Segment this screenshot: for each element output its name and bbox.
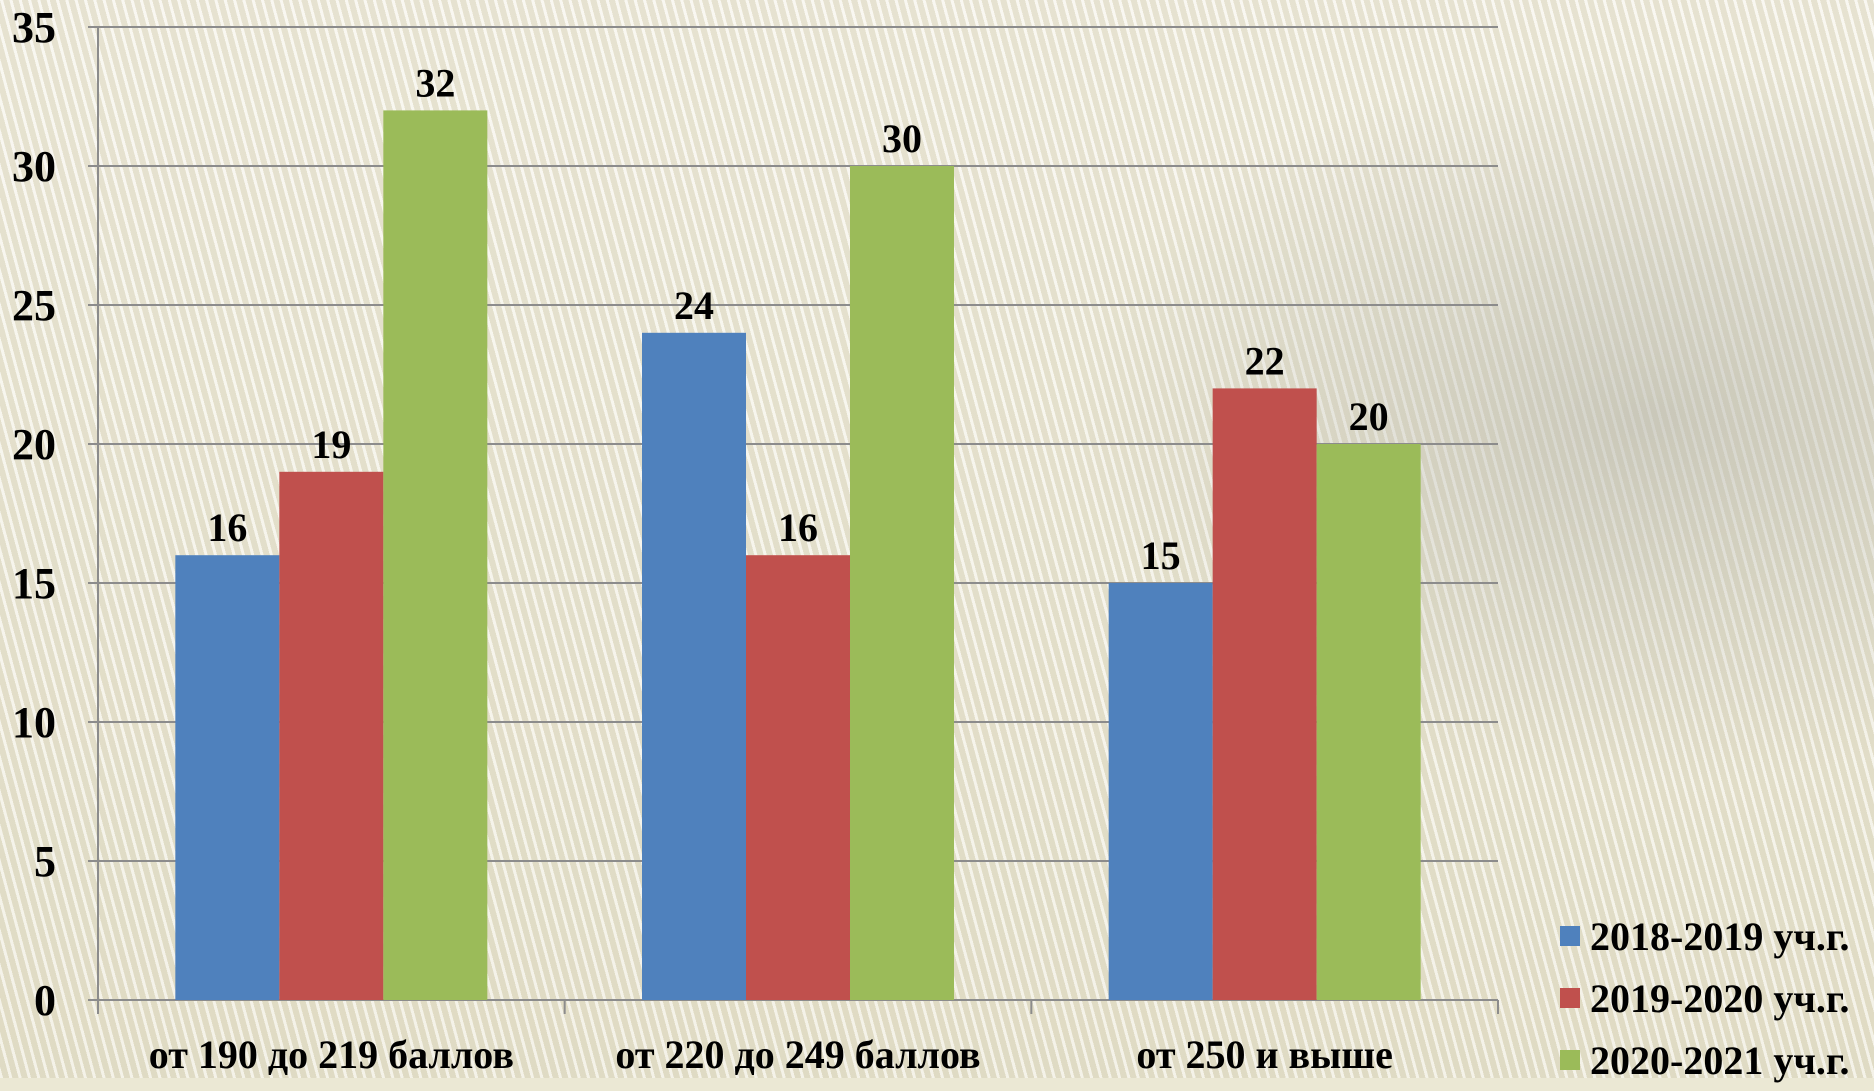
data-label: 24 (674, 283, 714, 328)
bar (1108, 583, 1213, 1000)
bar (383, 110, 488, 1000)
y-tick-label: 30 (12, 142, 56, 191)
data-label: 32 (415, 60, 455, 105)
legend-swatch (1560, 926, 1580, 946)
category-label: от 190 до 219 баллов (149, 1032, 514, 1077)
y-tick-label: 10 (12, 698, 56, 747)
data-label: 19 (311, 422, 351, 467)
data-label: 22 (1245, 338, 1285, 383)
bar (642, 332, 746, 1000)
y-tick-label: 35 (12, 3, 56, 52)
bar (175, 555, 280, 1000)
y-tick-label: 15 (12, 559, 56, 608)
data-label: 15 (1141, 533, 1181, 578)
bar (279, 471, 384, 1000)
y-tick-label: 0 (34, 976, 56, 1025)
data-label: 20 (1349, 394, 1389, 439)
legend: 2018-2019 уч.г. 2019-2020 уч.г. 2020-2021 … (1560, 905, 1850, 1091)
data-labels: 16 19 32 24 16 30 15 22 20 (207, 60, 1388, 578)
legend-label: 2019-2020 уч.г. (1590, 975, 1850, 1021)
legend-label: 2018-2019 уч.г. (1590, 913, 1850, 959)
legend-swatch (1560, 1050, 1580, 1070)
legend-label: 2020-2021 уч.г. (1590, 1037, 1850, 1083)
legend-item: 2019-2020 уч.г. (1560, 967, 1850, 1029)
y-tick-label: 25 (12, 281, 56, 330)
legend-swatch (1560, 988, 1580, 1008)
category-labels: от 190 до 219 баллов от 220 до 249 баллов… (149, 1032, 1393, 1077)
y-tick-label: 5 (34, 837, 56, 886)
bar (746, 555, 850, 1000)
category-label: от 250 и выше (1136, 1032, 1393, 1077)
bar (850, 166, 954, 1000)
category-label: от 220 до 249 баллов (615, 1032, 980, 1077)
data-label: 16 (778, 505, 818, 550)
bars (175, 110, 1421, 1000)
y-tick-labels: 0 5 10 15 20 25 30 35 (12, 3, 56, 1025)
y-tick-label: 20 (12, 420, 56, 469)
bar (1316, 444, 1421, 1000)
legend-item: 2020-2021 уч.г. (1560, 1029, 1850, 1091)
data-label: 16 (207, 505, 247, 550)
legend-item: 2018-2019 уч.г. (1560, 905, 1850, 967)
data-label: 30 (882, 116, 922, 161)
bar (1212, 388, 1317, 1000)
